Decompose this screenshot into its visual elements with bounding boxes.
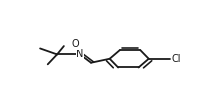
- Text: O: O: [72, 39, 79, 49]
- Text: N: N: [76, 49, 84, 59]
- Text: Cl: Cl: [171, 54, 181, 64]
